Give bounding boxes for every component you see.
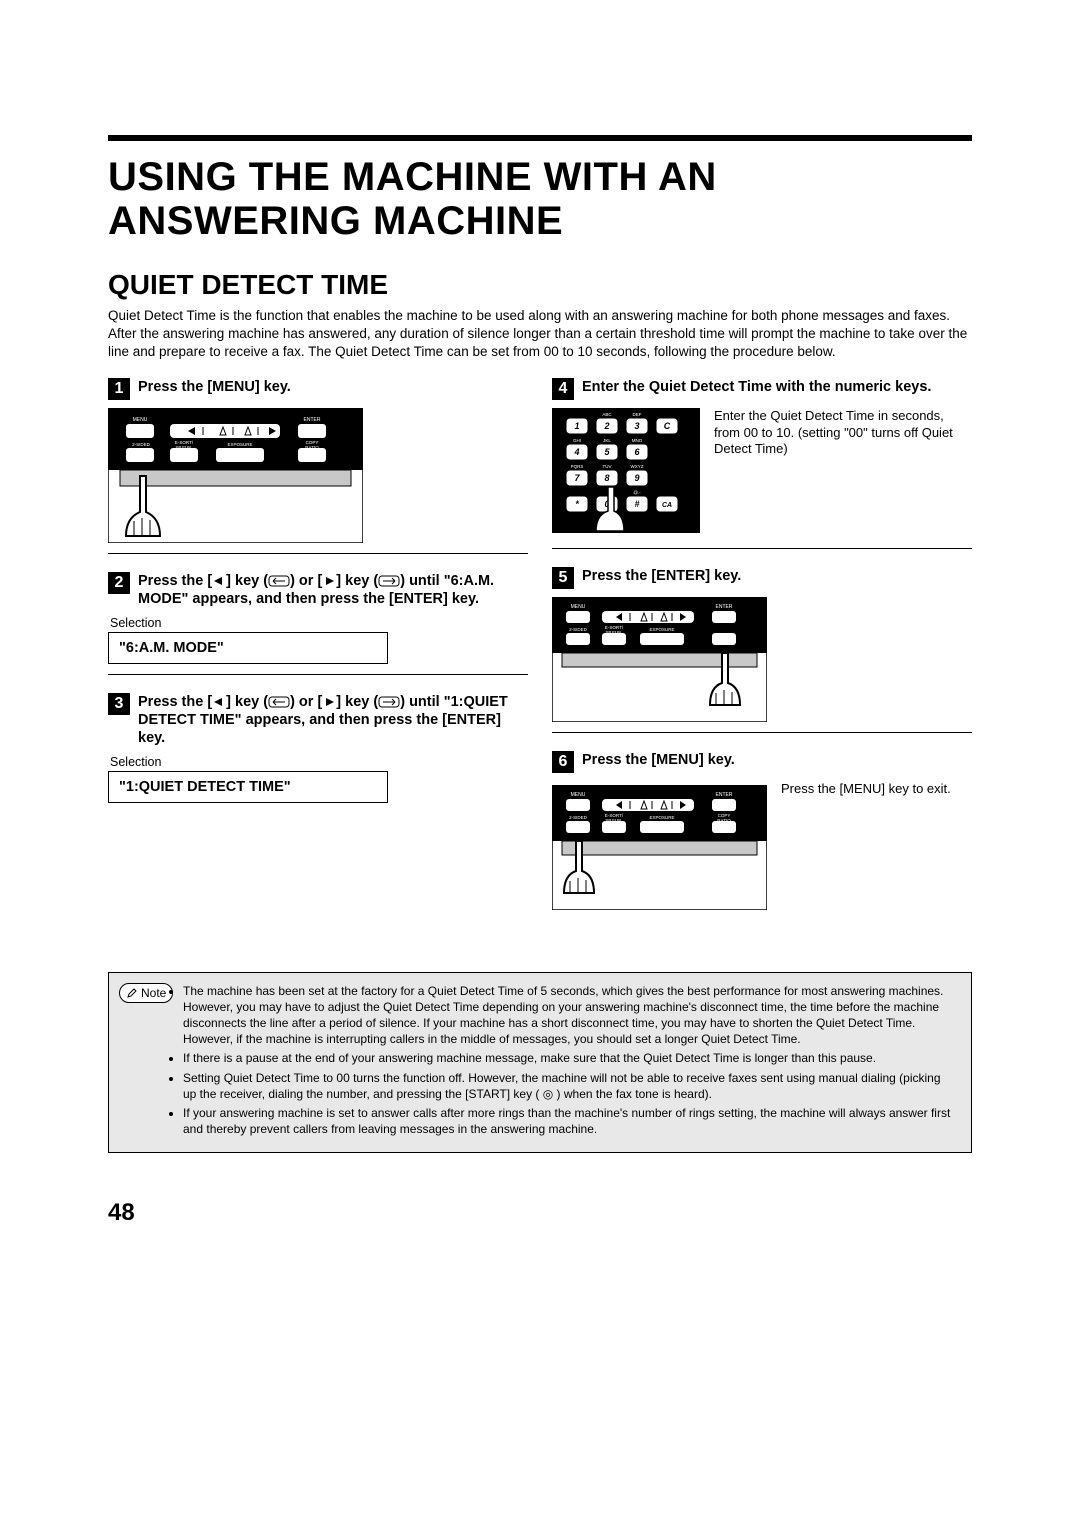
- svg-text:ENTER: ENTER: [716, 604, 733, 610]
- page-title: USING THE MACHINE WITH AN ANSWERING MACH…: [108, 135, 972, 243]
- note-label: Note: [119, 983, 173, 1003]
- svg-text:1: 1: [574, 421, 579, 431]
- svg-text:MENU: MENU: [571, 792, 586, 798]
- note-item: If your answering machine is set to answ…: [183, 1105, 957, 1137]
- note-block: Note The machine has been set at the fac…: [108, 972, 972, 1154]
- display-am-mode: "6:A.M. MODE": [108, 632, 388, 664]
- step-number: 6: [552, 751, 574, 773]
- step-1-block: 1 Press the [MENU] key. MENU: [108, 378, 528, 554]
- svg-text:DEF: DEF: [633, 412, 642, 417]
- left-column: 1 Press the [MENU] key. MENU: [108, 378, 528, 928]
- right-column: 4 Enter the Quiet Detect Time with the n…: [552, 378, 972, 928]
- svg-text:SP.FUN.: SP.FUN.: [605, 818, 622, 823]
- svg-text:4: 4: [573, 447, 579, 457]
- svg-text:EXPOSURE: EXPOSURE: [649, 815, 674, 820]
- svg-text:8: 8: [604, 473, 609, 483]
- svg-text:SP.FUN.: SP.FUN.: [605, 630, 622, 635]
- step-number: 3: [108, 693, 130, 715]
- step-6-block: 6 Press the [MENU] key. MENU: [552, 751, 972, 910]
- note-item: Setting Quiet Detect Time to 00 turns th…: [183, 1070, 957, 1102]
- svg-text:MENU: MENU: [133, 417, 148, 423]
- svg-text:2-SIDED: 2-SIDED: [132, 442, 151, 447]
- step-6-text: Press the [MENU] key.: [582, 751, 735, 769]
- svg-text:MENU: MENU: [571, 604, 586, 610]
- step-number: 5: [552, 567, 574, 589]
- svg-text:EXPOSURE: EXPOSURE: [649, 627, 674, 632]
- step-5-text: Press the [ENTER] key.: [582, 567, 741, 585]
- keypad-illustration: 1ABC2DEF3CGHI4JKL5MNO6PQRS7TUV8WXYZ9*0@.…: [552, 408, 700, 538]
- svg-text:RATIO: RATIO: [305, 445, 319, 450]
- step-4-aside: Enter the Quiet Detect Time in seconds, …: [714, 408, 972, 459]
- note-list: The machine has been set at the factory …: [169, 983, 957, 1138]
- svg-text:RATIO: RATIO: [717, 818, 731, 823]
- intro-text: Quiet Detect Time is the function that e…: [108, 307, 972, 362]
- svg-text:TUV: TUV: [603, 464, 612, 469]
- svg-text:EXPOSURE: EXPOSURE: [227, 442, 252, 447]
- step-2-block: 2 Press the [] key () or [] key () until…: [108, 572, 528, 675]
- step-6-aside: Press the [MENU] key to exit.: [781, 781, 951, 798]
- step-4-text: Enter the Quiet Detect Time with the num…: [582, 378, 931, 396]
- selection-label: Selection: [110, 755, 528, 769]
- control-panel-illustration: MENU ENTER: [108, 408, 363, 543]
- step-3-text: Press the [] key () or [] key () until "…: [138, 693, 528, 747]
- note-item: The machine has been set at the factory …: [183, 983, 957, 1048]
- step-5-block: 5 Press the [ENTER] key. MENU: [552, 567, 972, 733]
- step-number: 4: [552, 378, 574, 400]
- svg-text:ENTER: ENTER: [716, 792, 733, 798]
- step-1-text: Press the [MENU] key.: [138, 378, 291, 396]
- step-number: 2: [108, 572, 130, 594]
- section-title: QUIET DETECT TIME: [108, 269, 972, 301]
- svg-text:MNO: MNO: [632, 438, 643, 443]
- svg-text:JKL: JKL: [603, 438, 611, 443]
- svg-text:2: 2: [603, 421, 609, 431]
- svg-text:SP.FUN.: SP.FUN.: [175, 445, 192, 450]
- svg-text:2-SIDED: 2-SIDED: [569, 627, 588, 632]
- note-item: If there is a pause at the end of your a…: [183, 1050, 957, 1066]
- svg-text:CA: CA: [662, 502, 672, 509]
- svg-text:WXYZ: WXYZ: [631, 464, 644, 469]
- selection-label: Selection: [110, 616, 528, 630]
- step-3-block: 3 Press the [] key () or [] key () until…: [108, 693, 528, 803]
- svg-text:C: C: [664, 421, 671, 431]
- control-panel-menu-illustration: MENU ENTER 2-SIDED: [552, 785, 767, 910]
- svg-text:GHI: GHI: [573, 438, 581, 443]
- step-4-block: 4 Enter the Quiet Detect Time with the n…: [552, 378, 972, 549]
- page-number: 48: [108, 1199, 972, 1227]
- svg-text:ENTER: ENTER: [304, 417, 321, 423]
- step-2-text: Press the [] key () or [] key () until "…: [138, 572, 528, 608]
- step-number: 1: [108, 378, 130, 400]
- svg-text:9: 9: [634, 473, 639, 483]
- display-quiet-detect: "1:QUIET DETECT TIME": [108, 771, 388, 803]
- svg-text:3: 3: [634, 421, 639, 431]
- svg-text:2-SIDED: 2-SIDED: [569, 815, 588, 820]
- svg-text:PQRS: PQRS: [571, 464, 584, 469]
- svg-text:#: #: [634, 499, 639, 509]
- control-panel-enter-illustration: MENU ENTER 2-SIDED: [552, 597, 767, 722]
- svg-text:@.-: @.-: [633, 490, 641, 495]
- svg-text:ABC: ABC: [602, 412, 612, 417]
- svg-text:*: *: [575, 499, 579, 509]
- pencil-icon: [126, 987, 138, 999]
